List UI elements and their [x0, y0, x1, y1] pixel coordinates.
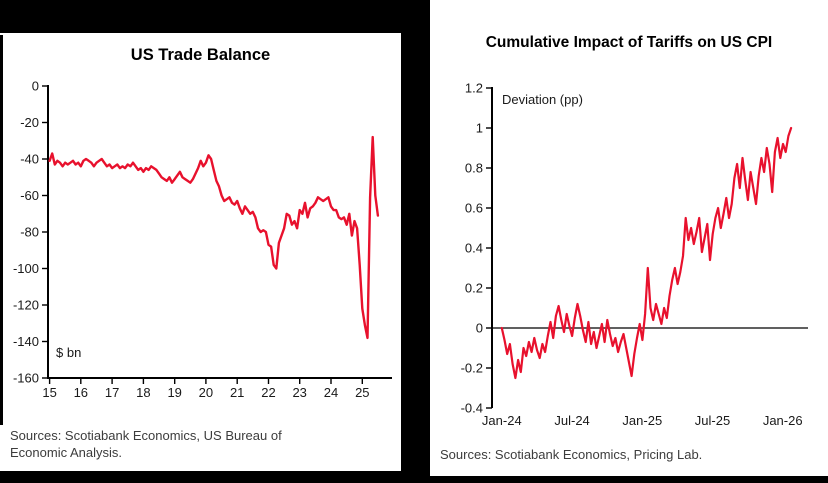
svg-text:-0.4: -0.4: [461, 401, 483, 416]
chart-title-tariff-cpi: Cumulative Impact of Tariffs on US CPI: [485, 34, 773, 51]
svg-text:20: 20: [199, 385, 213, 400]
svg-text:-0.2: -0.2: [461, 361, 483, 376]
svg-text:Jul-24: Jul-24: [554, 413, 589, 428]
svg-text:$ bn: $ bn: [56, 345, 81, 360]
svg-text:0.6: 0.6: [465, 201, 483, 216]
svg-text:1: 1: [476, 121, 483, 136]
svg-text:0.2: 0.2: [465, 281, 483, 296]
svg-text:16: 16: [74, 385, 88, 400]
svg-text:-100: -100: [13, 261, 39, 276]
svg-text:-120: -120: [13, 298, 39, 313]
svg-text:-60: -60: [20, 188, 39, 203]
svg-text:-140: -140: [13, 334, 39, 349]
svg-text:-160: -160: [13, 371, 39, 386]
svg-text:18: 18: [136, 385, 150, 400]
svg-text:23: 23: [292, 385, 306, 400]
svg-text:19: 19: [167, 385, 181, 400]
svg-text:-40: -40: [20, 152, 39, 167]
svg-text:0.4: 0.4: [465, 241, 483, 256]
panel-tariff-cpi-impact: Cumulative Impact of Tariffs on US CPI 1…: [430, 0, 828, 476]
svg-text:Jan-26: Jan-26: [763, 413, 803, 428]
svg-text:1.2: 1.2: [465, 81, 483, 96]
svg-text:-80: -80: [20, 225, 39, 240]
svg-text:25: 25: [355, 385, 369, 400]
svg-text:-20: -20: [20, 115, 39, 130]
svg-text:22: 22: [261, 385, 275, 400]
left-edge-crop-line: [0, 35, 3, 425]
panel-us-trade-balance: US Trade Balance 0 -20 -40 -60 -80 -100 -120 -1…: [0, 33, 401, 471]
svg-text:0: 0: [476, 321, 483, 336]
svg-text:0: 0: [32, 79, 39, 94]
svg-text:Jan-24: Jan-24: [482, 413, 522, 428]
svg-text:17: 17: [105, 385, 119, 400]
source-note-tariff-cpi: Sources: Scotiabank Economics, Pricing L…: [440, 447, 703, 462]
svg-text:Deviation (pp): Deviation (pp): [502, 92, 583, 107]
svg-text:Jul-25: Jul-25: [695, 413, 730, 428]
chart-title-us-trade-balance: US Trade Balance: [130, 46, 271, 64]
svg-text:24: 24: [324, 385, 338, 400]
svg-text:0.8: 0.8: [465, 161, 483, 176]
svg-text:21: 21: [230, 385, 244, 400]
svg-text:Jan-25: Jan-25: [622, 413, 662, 428]
svg-text:15: 15: [42, 385, 56, 400]
source-note-us-trade-balance: Sources: Scotiabank Economics, US Bureau…: [10, 428, 282, 460]
